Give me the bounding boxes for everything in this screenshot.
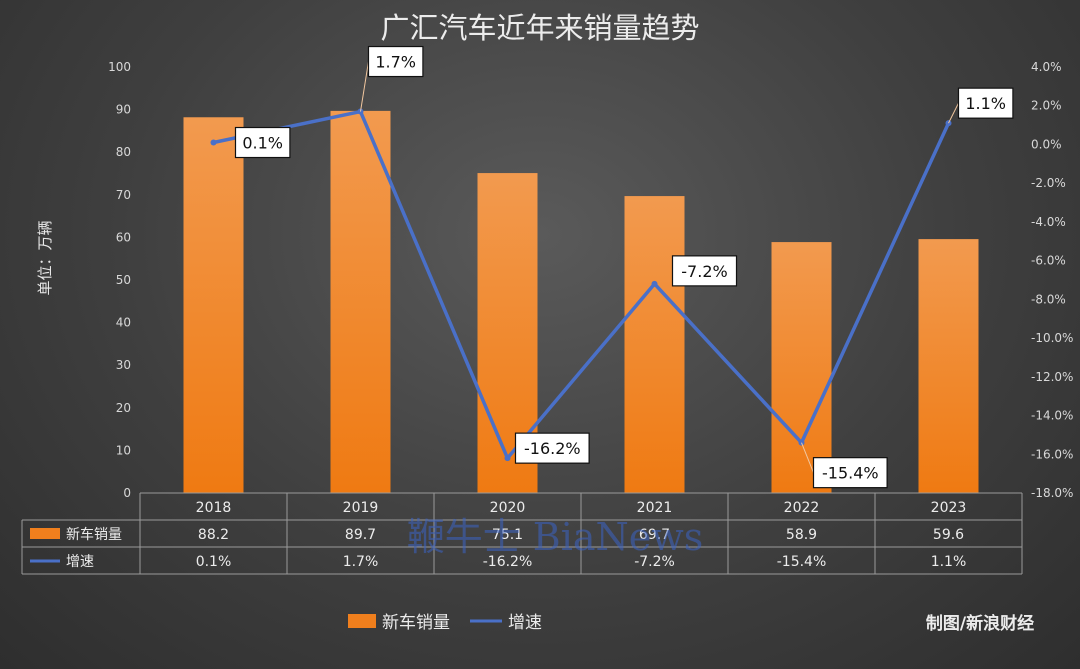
table-cell-growth: -7.2%	[634, 554, 675, 570]
data-label-box	[367, 45, 424, 78]
y-tick-label: 50	[116, 273, 131, 287]
y-tick-label: 30	[116, 358, 131, 372]
credit-text: 制图/新浪财经	[926, 613, 1034, 634]
y2-tick-label: -4.0%	[1031, 215, 1066, 229]
y2-tick-label: -14.0%	[1031, 409, 1073, 423]
y-axis-label: 单位：万辆	[36, 220, 54, 295]
chart-title: 广汇汽车近年来销量趋势	[380, 11, 699, 45]
data-label: 1.7%	[375, 53, 416, 72]
data-label-box	[234, 126, 291, 159]
table-cell-sales: 58.9	[786, 527, 817, 543]
data-label-box	[514, 432, 590, 464]
table-cell-sales: 89.7	[345, 527, 376, 543]
bar	[624, 196, 685, 493]
bar	[918, 239, 979, 493]
x-tick-label: 2018	[196, 500, 232, 516]
y2-tick-label: -2.0%	[1031, 176, 1066, 190]
table-cell-sales: 69.7	[639, 527, 670, 543]
table-cell-sales: 88.2	[198, 527, 229, 543]
y2-tick-label: 4.0%	[1031, 60, 1062, 74]
growth-line	[213, 109, 951, 460]
table-cell-growth: 1.7%	[343, 554, 379, 570]
data-label: -7.2%	[681, 262, 727, 281]
y2-tick-label: -12.0%	[1031, 370, 1073, 384]
y2-tick-label: -8.0%	[1031, 292, 1066, 306]
data-label-leader	[948, 102, 959, 124]
data-label-leader	[360, 61, 369, 112]
growth-point	[210, 139, 217, 146]
data-label: -15.4%	[822, 464, 879, 483]
watermark: 鞭牛士 BiaNews	[407, 515, 704, 559]
table-row-label-sales: 新车销量	[66, 526, 122, 543]
data-label-box	[812, 457, 888, 489]
growth-point	[504, 455, 511, 462]
y2-tick-label: -18.0%	[1031, 486, 1073, 500]
table-row-label-growth: 增速	[66, 554, 94, 570]
y-tick-label: 90	[116, 103, 131, 117]
y2-tick-label: -10.0%	[1031, 331, 1073, 345]
y2-tick-label: 0.0%	[1031, 137, 1062, 151]
table-cell-growth: 0.1%	[196, 554, 232, 570]
legend-swatch-bar	[348, 614, 376, 628]
y-tick-label: 20	[116, 401, 131, 415]
data-label-box	[957, 87, 1014, 119]
x-tick-label: 2021	[637, 500, 673, 516]
y-tick-label: 70	[116, 188, 131, 202]
y-tick-label: 60	[116, 230, 131, 244]
table-cell-sales: 75.1	[492, 527, 523, 543]
growth-point	[651, 280, 658, 287]
y-tick-label: 100	[108, 60, 131, 74]
y2-tick-label: -16.0%	[1031, 447, 1073, 461]
y-tick-label: 40	[116, 316, 131, 330]
data-label: 0.1%	[242, 134, 283, 153]
x-tick-label: 2020	[490, 500, 526, 516]
data-label: 1.1%	[965, 94, 1006, 113]
table-key-bar	[30, 528, 60, 539]
x-tick-label: 2023	[931, 500, 967, 516]
x-tick-label: 2019	[343, 500, 379, 516]
y-tick-label: 0	[123, 486, 131, 500]
table-cell-growth: -16.2%	[483, 554, 533, 570]
legend-label-sales: 新车销量	[382, 613, 450, 633]
table-cell-sales: 59.6	[933, 527, 964, 543]
y2-tick-label: 2.0%	[1031, 99, 1062, 113]
bar	[183, 117, 244, 493]
bar	[330, 110, 391, 494]
y2-tick-label: -6.0%	[1031, 254, 1066, 268]
table-cell-growth: -15.4%	[777, 554, 827, 570]
x-tick-label: 2022	[784, 500, 820, 516]
y-tick-label: 10	[116, 443, 131, 457]
table-cell-growth: 1.1%	[931, 554, 967, 570]
y-tick-label: 80	[116, 145, 131, 159]
bar	[771, 242, 832, 493]
data-label: -16.2%	[524, 439, 581, 458]
data-label-box	[671, 255, 738, 287]
data-label-leader	[801, 442, 814, 473]
legend-label-growth: 增速	[508, 613, 542, 633]
